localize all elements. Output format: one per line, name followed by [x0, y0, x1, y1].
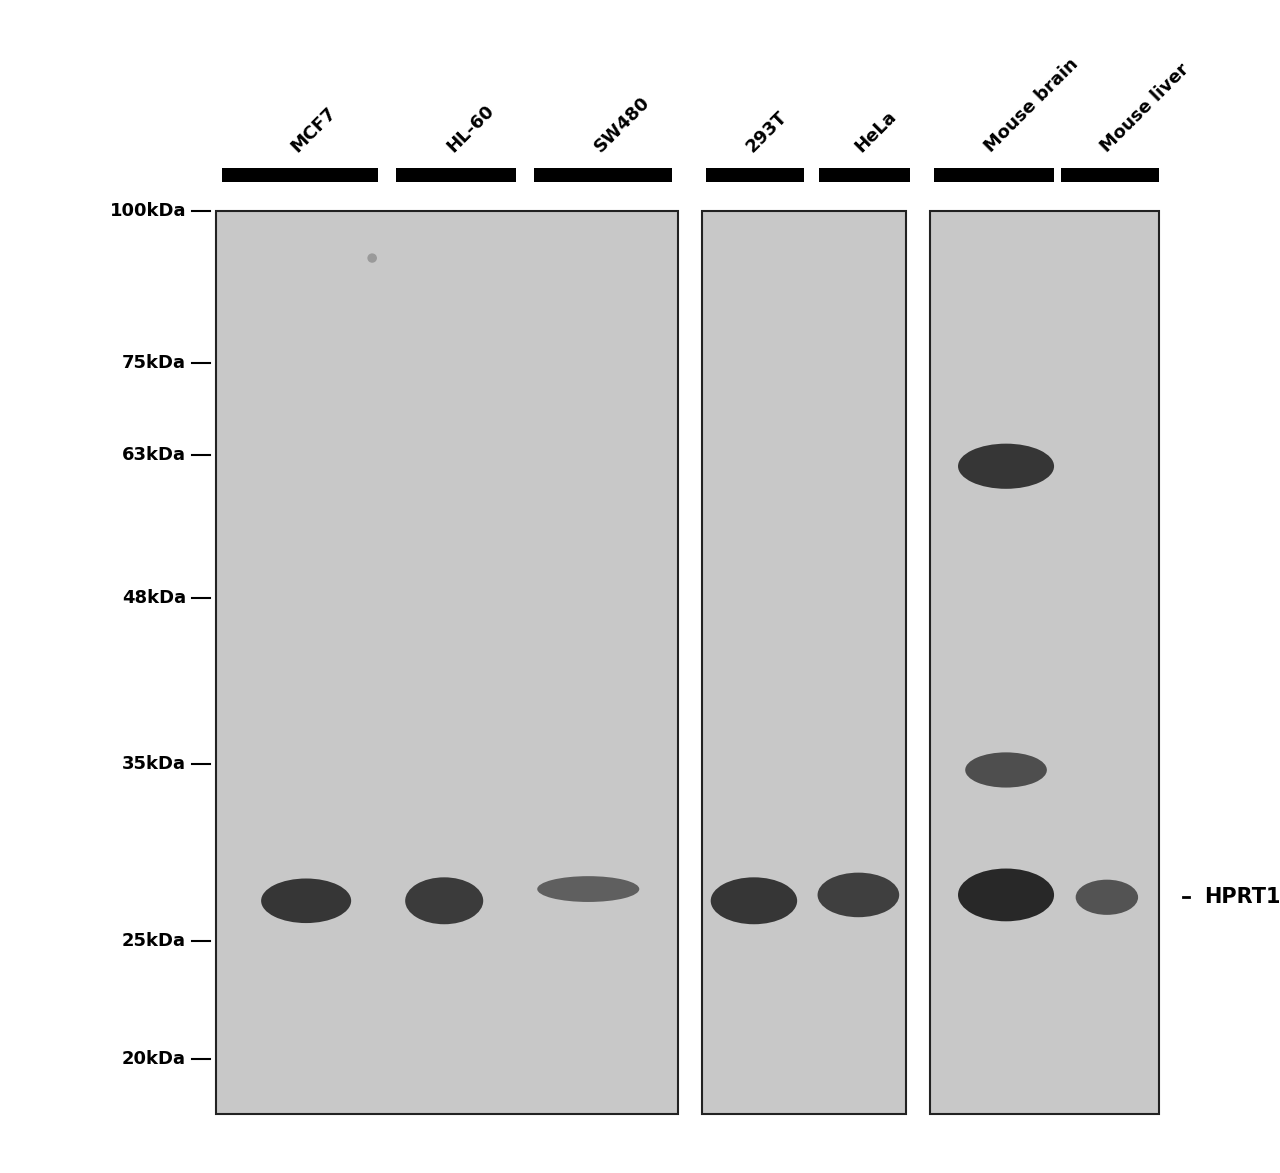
- Text: 63kDa: 63kDa: [122, 446, 186, 463]
- Bar: [705, 168, 804, 182]
- Text: HL-60: HL-60: [443, 102, 498, 156]
- Ellipse shape: [1075, 880, 1138, 915]
- Ellipse shape: [710, 877, 797, 924]
- Bar: [534, 168, 672, 182]
- Ellipse shape: [367, 253, 378, 263]
- Text: 75kDa: 75kDa: [122, 354, 186, 372]
- Ellipse shape: [957, 443, 1053, 489]
- Text: 35kDa: 35kDa: [122, 755, 186, 773]
- Text: 100kDa: 100kDa: [110, 202, 186, 221]
- Bar: [931, 211, 1158, 1114]
- Text: HPRT1: HPRT1: [1204, 887, 1280, 907]
- Text: Mouse brain: Mouse brain: [982, 55, 1082, 156]
- Bar: [223, 168, 378, 182]
- Bar: [703, 211, 906, 1114]
- Bar: [819, 168, 910, 182]
- Text: SW480: SW480: [590, 94, 653, 156]
- Text: 20kDa: 20kDa: [122, 1050, 186, 1067]
- Text: 48kDa: 48kDa: [122, 589, 186, 606]
- Ellipse shape: [818, 873, 899, 917]
- Ellipse shape: [406, 877, 484, 924]
- Text: MCF7: MCF7: [288, 103, 339, 156]
- Bar: [216, 211, 678, 1114]
- Ellipse shape: [261, 879, 351, 923]
- Text: HeLa: HeLa: [851, 108, 900, 156]
- Text: 293T: 293T: [742, 108, 790, 156]
- Ellipse shape: [965, 752, 1047, 787]
- Bar: [934, 168, 1053, 182]
- Ellipse shape: [957, 868, 1053, 921]
- Ellipse shape: [538, 876, 639, 902]
- Bar: [1061, 168, 1158, 182]
- Text: 25kDa: 25kDa: [122, 933, 186, 950]
- Bar: [397, 168, 516, 182]
- Text: Mouse liver: Mouse liver: [1097, 61, 1193, 156]
